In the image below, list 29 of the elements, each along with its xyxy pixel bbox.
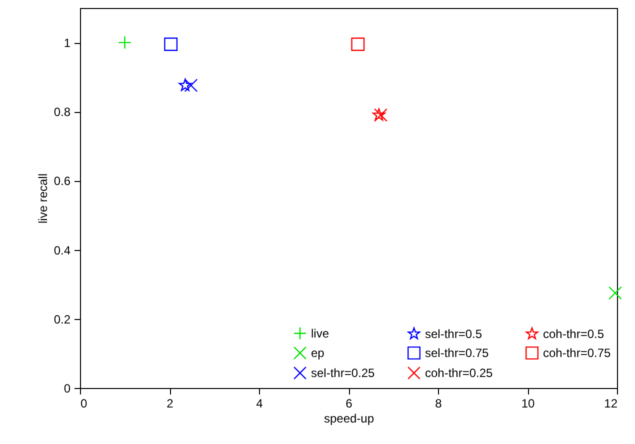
legend-label: coh-thr=0.25 (425, 366, 494, 380)
x-tick-label: 0 (80, 396, 88, 410)
y-tick-label: 0.8 (54, 105, 71, 120)
x-tick-label: 2 (166, 396, 174, 410)
legend-label: ep (311, 346, 325, 360)
point (351, 38, 365, 51)
legend-label: sel-thr=0.5 (425, 326, 482, 341)
point (608, 286, 622, 300)
y-tick-label: 0.6 (54, 174, 71, 188)
legend-label: sel-thr=0.75 (425, 346, 490, 360)
y-tick-label: 0.4 (54, 243, 71, 258)
legend-label: coh-thr=0.5 (543, 326, 604, 341)
y-tick-label: 0 (64, 382, 71, 396)
x-axis-title: speed-up (324, 412, 374, 426)
x-tick-label: 6 (346, 396, 353, 410)
y-tick-label: 1 (64, 36, 71, 50)
point (164, 38, 178, 51)
y-axis-title: live recall (36, 173, 50, 224)
y-tick-label: 0.2 (54, 312, 71, 326)
x-tick-label: 10 (521, 396, 535, 410)
x-tick-label: 12 (604, 396, 618, 410)
point (178, 78, 192, 91)
point (184, 78, 198, 92)
x-tick-label: 4 (256, 396, 264, 410)
legend-label: sel-thr=0.25 (311, 366, 376, 380)
x-tick-label: 8 (435, 396, 442, 410)
legend-label: live (311, 326, 330, 340)
point (118, 36, 132, 50)
legend-label: coh-thr=0.75 (543, 346, 612, 360)
